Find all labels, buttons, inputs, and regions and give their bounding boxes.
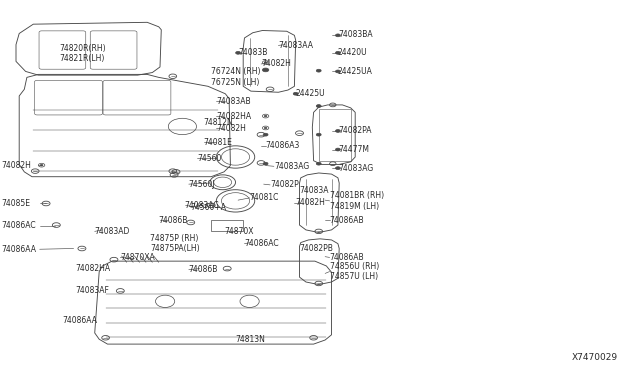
Text: 74086AC: 74086AC — [244, 239, 279, 248]
Text: 74086AA: 74086AA — [63, 316, 98, 325]
Text: 74086B: 74086B — [189, 265, 218, 274]
Circle shape — [40, 164, 43, 166]
Text: 74082H: 74082H — [1, 161, 31, 170]
Bar — [319, 109, 351, 161]
Text: 24425UA: 24425UA — [338, 67, 372, 76]
Circle shape — [335, 167, 340, 170]
Text: 74560J: 74560J — [189, 180, 216, 189]
Text: 74082H: 74082H — [296, 198, 326, 207]
Circle shape — [316, 162, 321, 165]
Circle shape — [335, 70, 340, 73]
Text: 74083A: 74083A — [300, 186, 329, 195]
Text: 74082H: 74082H — [216, 124, 246, 133]
Text: 24420U: 24420U — [338, 48, 367, 57]
Text: 74081C: 74081C — [250, 193, 279, 202]
Text: 74086AB: 74086AB — [330, 216, 364, 225]
Text: 74086B: 74086B — [159, 216, 188, 225]
Text: 74820R(RH)
74821R(LH): 74820R(RH) 74821R(LH) — [60, 44, 106, 63]
Text: 74083AC: 74083AC — [184, 201, 219, 210]
Circle shape — [335, 51, 340, 54]
Text: 74477M: 74477M — [338, 145, 369, 154]
Circle shape — [262, 68, 269, 72]
Circle shape — [316, 69, 321, 72]
Text: 74081E: 74081E — [204, 138, 232, 147]
Text: 74086A3: 74086A3 — [266, 141, 300, 150]
Text: 74083AD: 74083AD — [95, 227, 130, 236]
Text: 74083AA: 74083AA — [278, 41, 314, 50]
Text: 74083AF: 74083AF — [76, 286, 109, 295]
Text: 74082PB: 74082PB — [300, 244, 333, 253]
Text: 74812N: 74812N — [204, 118, 233, 126]
Text: 74083B: 74083B — [238, 48, 268, 57]
Text: 74813N: 74813N — [236, 335, 266, 344]
Circle shape — [316, 133, 321, 136]
Text: X7470029: X7470029 — [572, 353, 618, 362]
Circle shape — [236, 51, 241, 54]
Text: 74086AB: 74086AB — [330, 253, 364, 262]
Circle shape — [335, 148, 340, 151]
Circle shape — [335, 34, 340, 37]
Text: 74082HA: 74082HA — [76, 264, 111, 273]
Text: 74083AB: 74083AB — [216, 97, 251, 106]
Circle shape — [263, 162, 268, 165]
Text: 74083AG: 74083AG — [274, 162, 309, 171]
Text: 74560: 74560 — [197, 154, 221, 163]
Circle shape — [335, 129, 340, 132]
Text: 74082HA: 74082HA — [216, 112, 252, 121]
Circle shape — [263, 133, 268, 136]
Circle shape — [293, 92, 298, 95]
Circle shape — [264, 127, 267, 129]
Text: 74081BR (RH)
74819M (LH): 74081BR (RH) 74819M (LH) — [330, 191, 384, 211]
Text: 74856U (RH)
74857U (LH): 74856U (RH) 74857U (LH) — [330, 262, 379, 281]
Text: 24425U: 24425U — [296, 89, 325, 98]
Text: 74082PA: 74082PA — [338, 126, 371, 135]
Text: 74875P (RH)
74875PA(LH): 74875P (RH) 74875PA(LH) — [150, 234, 200, 253]
Text: 74083BA: 74083BA — [338, 30, 372, 39]
Text: 74083AG: 74083AG — [338, 164, 373, 173]
Bar — [211, 220, 243, 231]
Text: 74560+A: 74560+A — [191, 203, 227, 212]
Circle shape — [264, 62, 267, 63]
Text: 74086AA: 74086AA — [1, 245, 36, 254]
Text: 74085E: 74085E — [1, 199, 30, 208]
Circle shape — [264, 115, 267, 117]
Text: 74870X: 74870X — [224, 227, 253, 236]
Text: 74086AC: 74086AC — [1, 221, 36, 230]
Text: 74082H: 74082H — [261, 60, 291, 68]
Text: 74870XA: 74870XA — [120, 253, 155, 262]
Text: 76724N (RH)
76725N (LH): 76724N (RH) 76725N (LH) — [211, 67, 260, 87]
Text: 74082P: 74082P — [270, 180, 299, 189]
Circle shape — [316, 105, 321, 108]
